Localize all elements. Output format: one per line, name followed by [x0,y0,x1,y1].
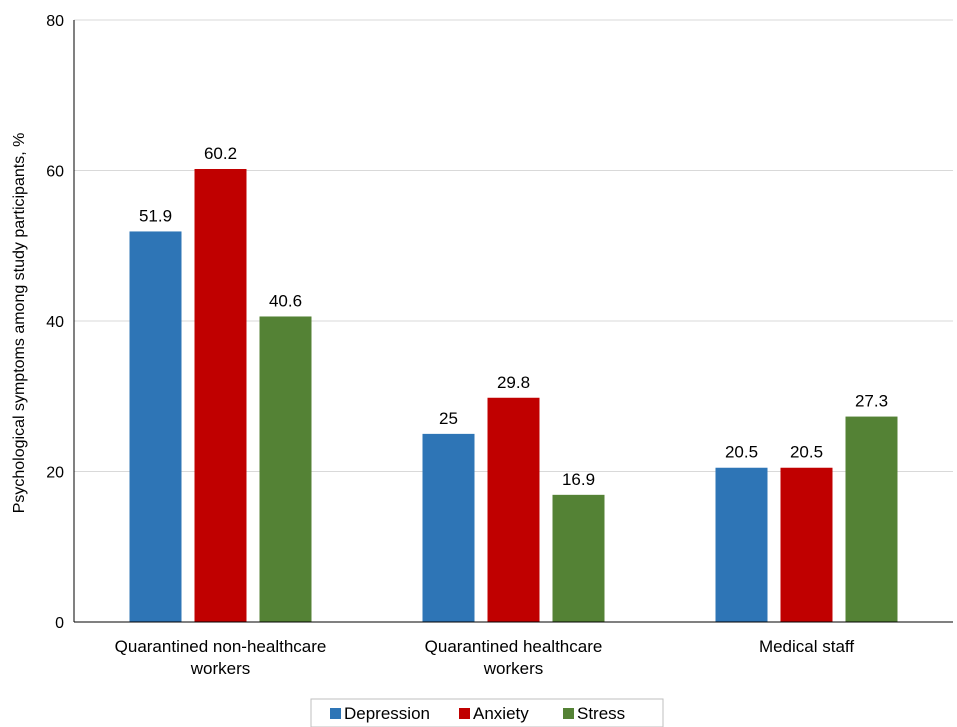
category-label-line: Quarantined healthcare [425,637,603,656]
legend-swatch-anxiety [459,708,470,719]
legend-swatch-stress [563,708,574,719]
category-label: Medical staff [759,637,854,656]
y-tick-label: 20 [46,465,64,482]
data-labels: 51.9 60.2 40.6 25 29.8 16.9 20.5 20.5 27.3 [139,144,888,489]
bar-depression [422,433,475,622]
data-label-depression: 20.5 [725,443,758,462]
legend-label-anxiety: Anxiety [473,704,529,723]
bar-depression [715,467,768,622]
bar-anxiety [780,467,833,622]
bars [129,168,898,622]
category-label-line: Quarantined non-healthcare [115,637,327,656]
bar-depression [129,231,182,622]
data-label-stress: 16.9 [562,470,595,489]
data-label-anxiety: 20.5 [790,443,823,462]
category-labels: Quarantined non-healthcare workersQuarant… [115,637,855,678]
bar-stress [552,494,605,622]
bar-anxiety [487,397,540,622]
data-label-stress: 40.6 [269,291,302,310]
category-label-line: Medical staff [759,637,854,656]
y-tick-labels: 0 20 40 60 80 [46,13,64,632]
data-label-anxiety: 29.8 [497,373,530,392]
bar-stress [845,416,898,622]
category-label-line: workers [190,659,251,678]
y-tick-label: 60 [46,164,64,181]
legend-label-stress: Stress [577,704,625,723]
data-label-anxiety: 60.2 [204,144,237,163]
category-label-line: workers [483,659,544,678]
data-label-depression: 51.9 [139,206,172,225]
legend-label-depression: Depression [344,704,430,723]
y-tick-label: 40 [46,314,64,331]
bar-stress [259,316,312,622]
category-label: Quarantined non-healthcare workers [115,637,327,678]
y-tick-label: 0 [55,615,64,632]
y-axis-title: Psychological symptoms among study parti… [11,133,28,514]
bar-anxiety [194,168,247,622]
data-label-stress: 27.3 [855,392,888,411]
axes [73,20,953,623]
legend-box [310,698,664,727]
legend: Depression Anxiety Stress [310,698,664,727]
category-label: Quarantined healthcare workers [425,637,603,678]
y-tick-label: 80 [46,13,64,30]
legend-swatch-depression [330,708,341,719]
data-label-depression: 25 [439,409,458,428]
